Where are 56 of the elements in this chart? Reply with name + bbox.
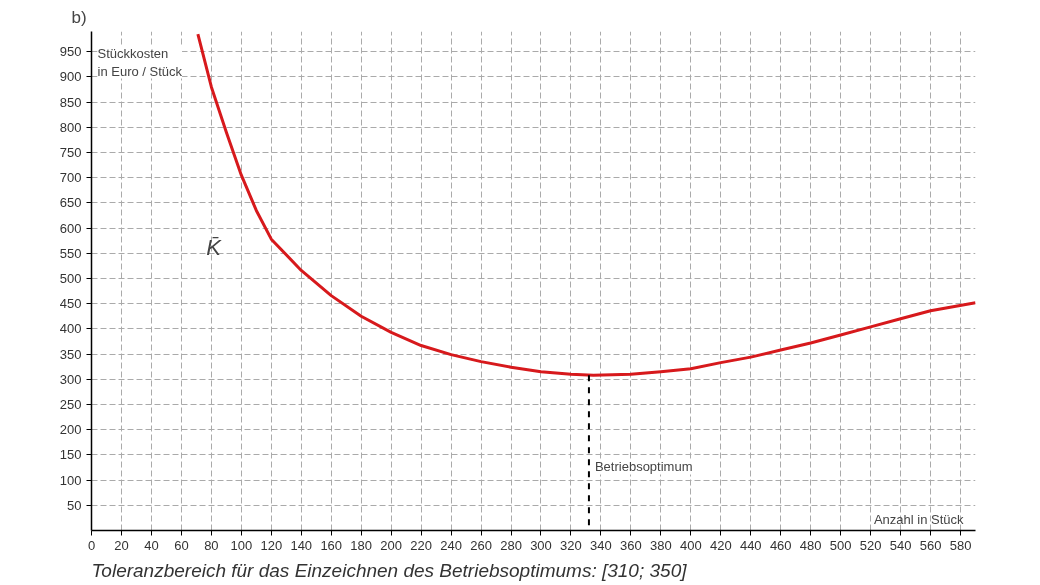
x-tick-label: 560 — [919, 537, 942, 553]
x-tick-label: 540 — [889, 537, 912, 553]
y-tick-label: 900 — [59, 69, 82, 85]
x-tick-label: 160 — [320, 537, 343, 553]
y-tick-label: 850 — [59, 94, 82, 110]
x-axis-title: Anzahl in Stück — [873, 511, 964, 527]
x-tick-label: 500 — [829, 537, 852, 553]
y-tick-label: 700 — [59, 170, 82, 186]
y-tick-label: 750 — [59, 144, 82, 160]
x-tick-label: 420 — [709, 537, 732, 553]
y-tick-label: 600 — [59, 220, 82, 236]
y-tick-label: 950 — [59, 44, 82, 60]
y-tick-label: 800 — [59, 119, 82, 135]
y-tick-label: 150 — [59, 447, 82, 463]
x-tick-label: 380 — [650, 537, 672, 553]
x-tick-label: 40 — [144, 537, 159, 553]
y-tick-label: 350 — [59, 346, 82, 362]
x-tick-label: 200 — [380, 537, 403, 553]
x-tick-label: 20 — [114, 537, 129, 553]
y-tick-label: 550 — [59, 245, 82, 261]
x-tick-label: 140 — [290, 537, 313, 553]
x-tick-label: 340 — [590, 537, 612, 553]
x-tick-label: 60 — [174, 537, 189, 553]
x-tick-label: 580 — [949, 537, 972, 553]
x-tick-label: 220 — [410, 537, 432, 553]
y-tick-label: 500 — [59, 270, 82, 286]
x-tick-label: 480 — [799, 537, 822, 553]
x-tick-label: 260 — [470, 537, 492, 553]
x-tick-label: 240 — [440, 537, 462, 553]
chart-title: b) — [71, 7, 87, 27]
y-tick-label: 650 — [59, 195, 82, 211]
x-tick-label: 120 — [260, 537, 283, 553]
x-tick-label: 80 — [204, 537, 219, 553]
x-tick-label: 280 — [500, 537, 522, 553]
y-tick-label: 50 — [67, 497, 82, 513]
x-tick-label: 320 — [560, 537, 582, 553]
x-tick-label: 0 — [87, 537, 96, 553]
line-series — [196, 32, 976, 377]
y-axis-title: Stückkosten in Euro / Stück — [97, 45, 183, 79]
x-tick-label: 520 — [859, 537, 882, 553]
text: Toleranzbereich für das Einzeichnen des Betriebsoptimums: [310; 350] — [91, 559, 688, 581]
y-tick-label: 300 — [59, 371, 82, 387]
x-tick-label: 460 — [769, 537, 792, 553]
annotation: Betriebsoptimum — [594, 459, 693, 475]
y-tick-label: 400 — [59, 321, 82, 337]
x-tick-label: 180 — [350, 537, 373, 553]
x-tick-label: 440 — [739, 537, 762, 553]
y-tick-label: 250 — [59, 396, 82, 412]
y-tick-label: 200 — [59, 422, 82, 438]
y-tick-label: 100 — [59, 472, 82, 488]
series-label: K̄ — [206, 235, 223, 261]
x-tick-label: 300 — [530, 537, 552, 553]
x-tick-label: 100 — [230, 537, 253, 553]
x-tick-label: 360 — [620, 537, 642, 553]
y-tick-label: 450 — [59, 296, 82, 312]
x-tick-label: 400 — [679, 537, 702, 553]
